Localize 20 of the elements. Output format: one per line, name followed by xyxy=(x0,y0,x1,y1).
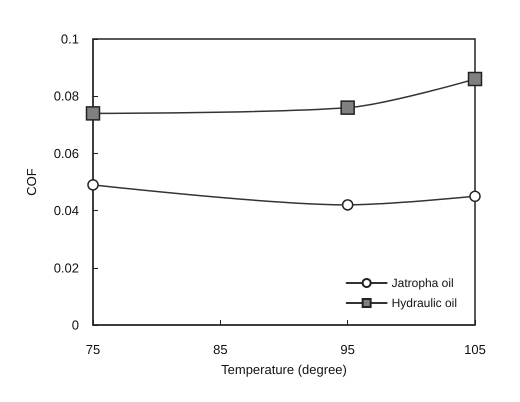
x-tick-label: 95 xyxy=(340,342,355,357)
point xyxy=(342,199,354,211)
y-tick-label: 0.02 xyxy=(54,260,79,276)
y-tick-label: 0.06 xyxy=(54,146,79,161)
x-axis-title: Temperature (degree) xyxy=(221,362,347,377)
y-tick-label: 0.1 xyxy=(60,32,79,46)
point xyxy=(87,179,99,191)
y-axis-title: COF xyxy=(24,168,39,196)
point xyxy=(86,106,100,121)
x-tick-label: 105 xyxy=(464,342,486,357)
x-tick-label: 75 xyxy=(86,342,100,357)
y-tick-label: 0.04 xyxy=(54,203,79,218)
point xyxy=(468,72,482,86)
point xyxy=(340,100,355,115)
point xyxy=(469,190,481,202)
legend-label: Jatropha oil xyxy=(392,276,454,290)
legend-label: Hydraulic oil xyxy=(392,296,458,310)
x-tick-label: 85 xyxy=(213,342,228,357)
y-tick-label: 0.08 xyxy=(54,88,79,104)
y-tick-label: 0 xyxy=(72,318,79,332)
